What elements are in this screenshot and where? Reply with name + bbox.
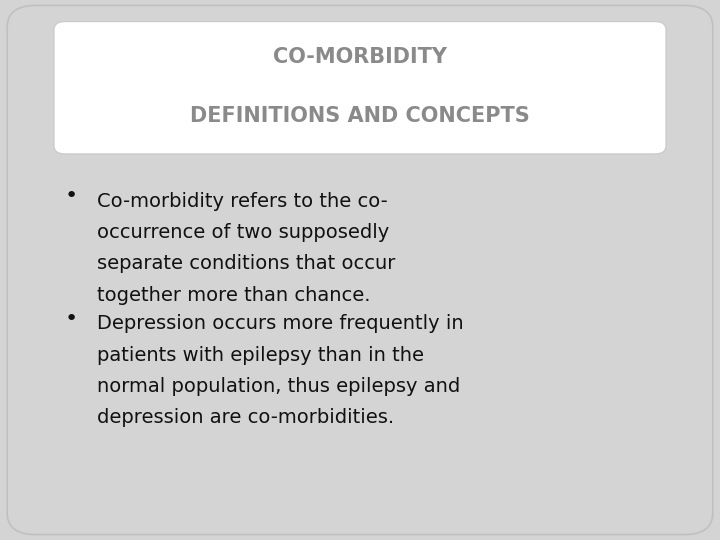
Text: Co-morbidity refers to the co-: Co-morbidity refers to the co- [97, 192, 388, 211]
FancyBboxPatch shape [7, 5, 713, 535]
Text: normal population, thus epilepsy and: normal population, thus epilepsy and [97, 377, 461, 396]
Text: Depression occurs more frequently in: Depression occurs more frequently in [97, 314, 464, 333]
FancyBboxPatch shape [54, 22, 666, 154]
Text: •: • [65, 309, 78, 329]
Text: together more than chance.: together more than chance. [97, 286, 371, 305]
Text: CO-MORBIDITY: CO-MORBIDITY [273, 46, 447, 67]
Text: DEFINITIONS AND CONCEPTS: DEFINITIONS AND CONCEPTS [190, 106, 530, 126]
Text: separate conditions that occur: separate conditions that occur [97, 254, 395, 273]
Text: patients with epilepsy than in the: patients with epilepsy than in the [97, 346, 424, 365]
Text: occurrence of two supposedly: occurrence of two supposedly [97, 223, 390, 242]
Text: •: • [65, 186, 78, 206]
Text: depression are co-morbidities.: depression are co-morbidities. [97, 408, 395, 427]
